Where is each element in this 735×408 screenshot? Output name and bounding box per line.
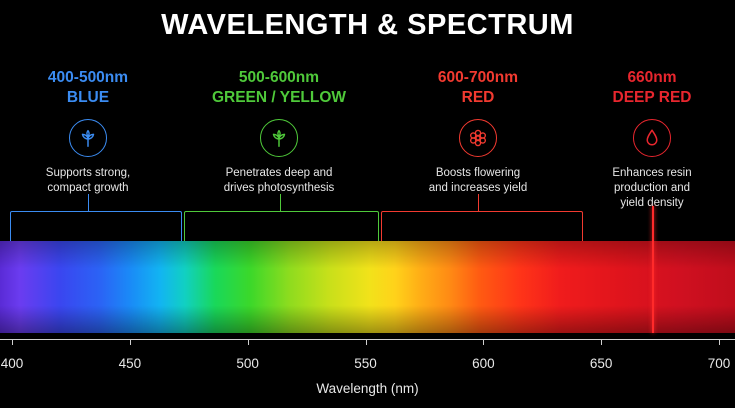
x-axis-tick [601, 339, 603, 345]
band-blue: 400-500nm BLUE Supports strong, compact … [8, 68, 168, 196]
bracket-stem-blue [88, 194, 89, 211]
x-axis-tick [483, 339, 485, 345]
bracket-blue [10, 211, 182, 241]
droplet-icon [633, 119, 671, 157]
color-spectrum-bar [0, 241, 735, 333]
spectrum-shading [0, 241, 735, 333]
bracket-red [381, 211, 583, 241]
x-axis-tick [129, 339, 131, 345]
x-axis-tick [12, 339, 13, 345]
x-axis-tick [247, 339, 249, 345]
x-axis-tick-label: 550 [354, 356, 377, 371]
band-range-label: 600-700nm [437, 69, 519, 86]
leaf-icon [69, 119, 107, 157]
band-description: Enhances resin production and yield dens… [612, 167, 692, 209]
bracket-green-yellow [184, 211, 379, 241]
band-description: Supports strong, compact growth [45, 167, 131, 194]
band-green-yellow: 500-600nm GREEN / YELLOW Penetrates deep… [199, 68, 359, 196]
bracket-stem-red [478, 194, 479, 211]
x-axis-line [0, 339, 735, 340]
x-axis-tick-label: 650 [589, 356, 613, 371]
x-axis-tick [719, 339, 720, 345]
band-range-label: 500-600nm [238, 69, 320, 86]
x-axis-tick-label: 500 [236, 356, 259, 371]
band-description: Penetrates deep and drives photosynthesi… [223, 167, 335, 194]
leaf-icon [260, 119, 298, 157]
band-red: 600-700nm RED Boosts flowering and incre… [398, 68, 558, 196]
band-name-label: RED [461, 89, 495, 106]
x-axis-tick-label: 400 [0, 356, 24, 371]
band-range-label: 400-500nm [47, 69, 129, 86]
x-axis-tick-label: 700 [707, 356, 731, 371]
x-axis-tick [365, 339, 367, 345]
flower-icon [459, 119, 497, 157]
x-axis-tick-label: 600 [472, 356, 495, 371]
band-description: Boosts flowering and increases yield [428, 167, 528, 194]
band-name-label: DEEP RED [612, 89, 692, 106]
page-title: WAVELENGTH & SPECTRUM [161, 9, 574, 41]
band-name-label: GREEN / YELLOW [211, 89, 347, 106]
x-axis-title: Wavelength (nm) [316, 381, 419, 396]
bracket-stem-green [280, 194, 281, 211]
band-deep-red: 660nm DEEP RED Enhances resin production… [572, 68, 732, 211]
deep-red-marker-line [652, 206, 654, 333]
band-range-label: 660nm [627, 69, 677, 86]
band-name-label: BLUE [66, 89, 110, 106]
x-axis-tick-label: 450 [118, 356, 142, 371]
